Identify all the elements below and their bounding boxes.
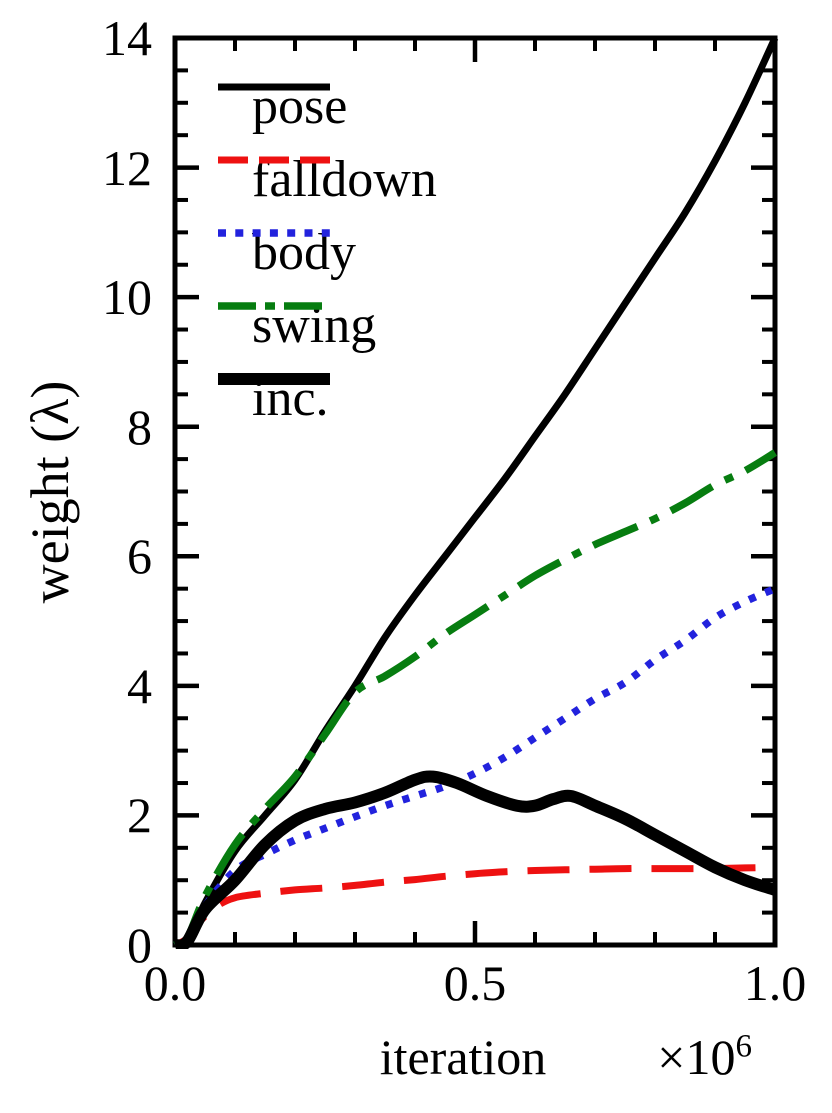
legend-line-sample xyxy=(218,302,330,310)
series-line-falldown xyxy=(173,863,776,949)
x-scale-exponent: 6 xyxy=(735,1028,753,1065)
x-axis-label: iteration xyxy=(379,1029,547,1085)
series-line-inc xyxy=(173,770,777,949)
legend-line-sample xyxy=(218,229,330,237)
y-tick-label: 12 xyxy=(102,139,152,196)
x-scale-base: ×10 xyxy=(657,1029,736,1085)
x-tick-label: 0.5 xyxy=(443,955,507,1011)
x-tick-label: 1.0 xyxy=(743,955,807,1011)
series-line-swing xyxy=(173,449,777,949)
legend-item-swing: swing xyxy=(216,298,376,354)
y-tick-label: 6 xyxy=(127,528,152,585)
legend-item-inc: inc. xyxy=(216,371,330,427)
legend-item-falldown: falldown xyxy=(216,152,437,208)
series-line-body xyxy=(173,585,777,949)
x-axis-scale-factor: ×106 xyxy=(552,1029,752,1085)
legend-line-sample xyxy=(218,373,330,385)
series-line-pose xyxy=(174,36,779,949)
y-tick-label: 8 xyxy=(127,398,152,455)
legend-line-sample xyxy=(218,156,330,164)
y-tick-label: 0 xyxy=(127,917,152,973)
legend-item-body: body xyxy=(216,225,356,281)
y-tick-label: 4 xyxy=(127,657,152,714)
legend-item-pose: pose xyxy=(216,79,347,135)
x-tick-label: 0.0 xyxy=(143,955,207,1011)
legend-line-sample xyxy=(218,83,330,91)
y-tick-label: 10 xyxy=(102,269,152,326)
y-tick-label: 14 xyxy=(102,10,152,66)
series-layer xyxy=(173,36,779,949)
y-tick-label: 2 xyxy=(127,787,152,844)
legend-label: body xyxy=(252,224,356,281)
